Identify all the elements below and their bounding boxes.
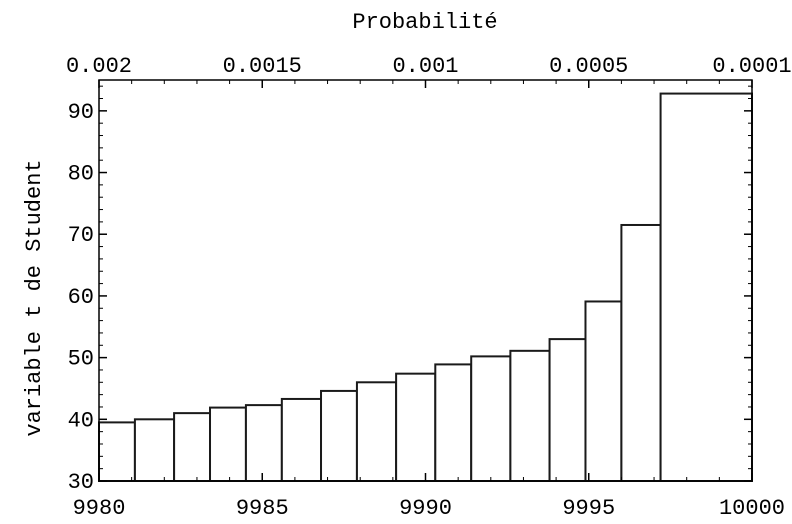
bar-14: [620, 223, 662, 482]
bar-10: [470, 355, 512, 482]
ticks-group: 9980 9985 9990 9995 10000 0.002 0.0015 0.001 0.0…: [66, 54, 792, 521]
x-tick-label: 9980: [73, 496, 126, 521]
top-tick-label: 0.0005: [549, 54, 628, 79]
y-axis-title: variable t de Student: [22, 159, 47, 436]
bar-1: [133, 418, 176, 482]
x-tick-label: 9990: [399, 496, 452, 521]
bar-11: [509, 349, 551, 482]
plot-frame: [98, 79, 753, 482]
bar-12: [548, 338, 587, 482]
y-tick-label: 50: [68, 347, 94, 372]
top-tick-label: 0.0015: [223, 54, 302, 79]
top-axis-title: Probabilité: [352, 10, 497, 35]
bar-13: [584, 300, 623, 482]
y-tick-label: 40: [68, 408, 94, 433]
bar-15: [659, 92, 754, 483]
y-tick-label: 80: [68, 162, 94, 187]
bar-6: [320, 389, 358, 482]
x-tick-label: 9995: [562, 496, 615, 521]
x-tick-label: 9985: [236, 496, 289, 521]
bar-0: [98, 421, 136, 482]
y-tick-label: 70: [68, 223, 94, 248]
y-tick-label: 60: [68, 285, 94, 310]
bar-5: [280, 397, 323, 482]
top-tick-label: 0.001: [392, 54, 458, 79]
bar-3: [209, 406, 247, 482]
y-tick-label: 30: [68, 470, 94, 495]
y-tick-label: 90: [68, 100, 94, 125]
bar-9: [434, 363, 473, 483]
bar-7: [355, 381, 398, 482]
top-tick-label: 0.002: [66, 54, 132, 79]
bar-8: [395, 372, 437, 483]
bars-group: [98, 92, 754, 483]
bar-2: [173, 412, 212, 482]
x-tick-label: 10000: [719, 496, 785, 521]
top-tick-label: 0.0001: [712, 54, 791, 79]
bar-4: [244, 404, 283, 483]
